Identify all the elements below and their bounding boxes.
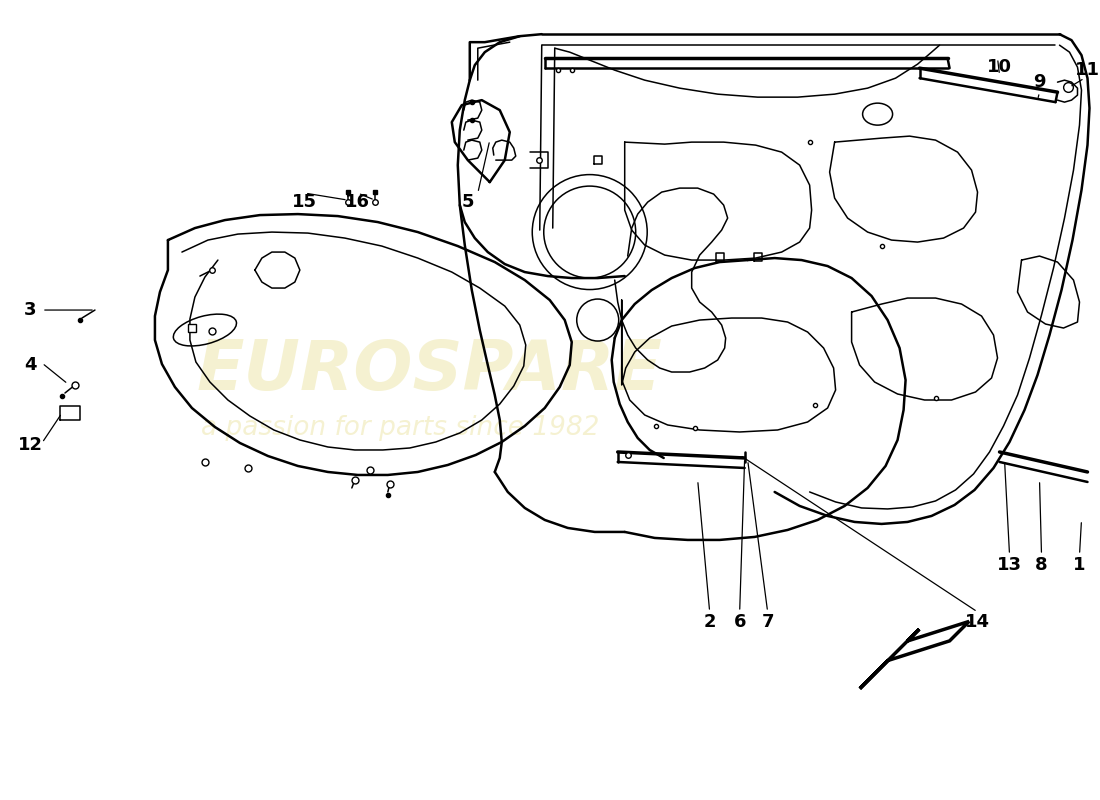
Text: 3: 3: [24, 301, 36, 319]
Text: 11: 11: [1075, 61, 1100, 79]
Text: 5: 5: [462, 193, 474, 211]
Text: 10: 10: [987, 58, 1012, 76]
Text: 6: 6: [734, 613, 746, 631]
Text: 1: 1: [1074, 556, 1086, 574]
Text: a passion for parts since 1982: a passion for parts since 1982: [200, 415, 600, 441]
Text: 7: 7: [761, 613, 774, 631]
Text: EUROSPARE: EUROSPARE: [197, 337, 662, 403]
Text: 2: 2: [703, 613, 716, 631]
Text: 14: 14: [965, 613, 990, 631]
Text: 15: 15: [293, 193, 318, 211]
Text: 4: 4: [24, 356, 36, 374]
Text: 16: 16: [345, 193, 371, 211]
Text: 9: 9: [1033, 73, 1046, 91]
Text: 8: 8: [1035, 556, 1048, 574]
Text: 12: 12: [18, 436, 43, 454]
Polygon shape: [860, 622, 969, 689]
Text: 13: 13: [997, 556, 1022, 574]
